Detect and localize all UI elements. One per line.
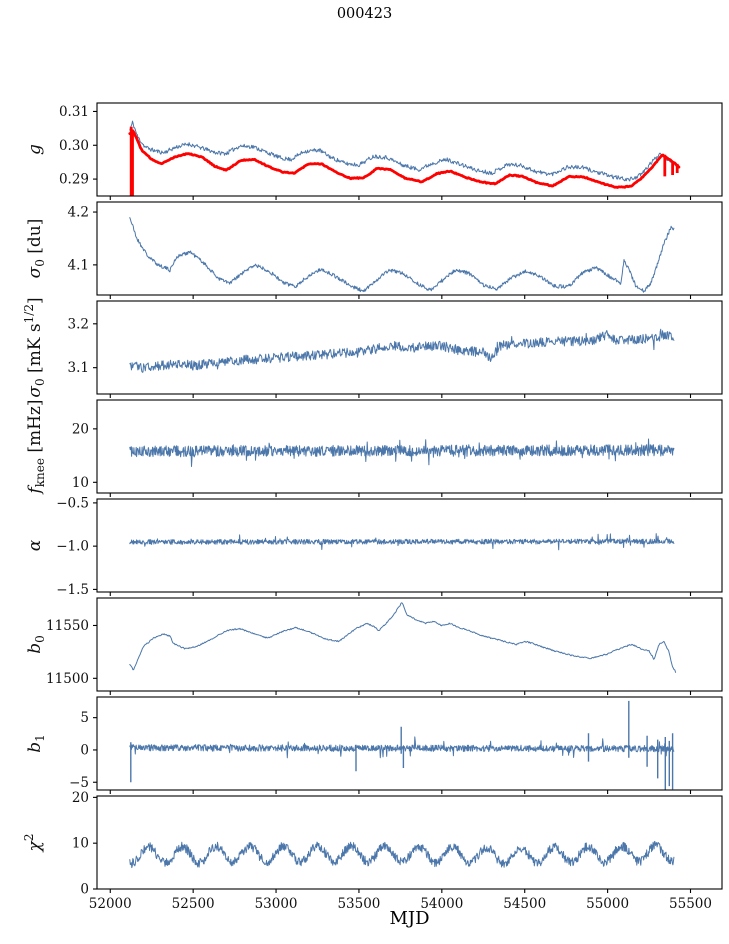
x-tick-label: 54500 bbox=[503, 896, 546, 912]
panel-alpha-series bbox=[129, 533, 675, 551]
y-tick-label: 11500 bbox=[46, 671, 89, 687]
y-tick-label: −5 bbox=[69, 775, 89, 791]
x-tick-label: 53500 bbox=[337, 896, 380, 912]
x-axis-label: MJD bbox=[389, 908, 430, 929]
series-sigma0_du-line bbox=[129, 217, 675, 293]
series-b0-line bbox=[129, 602, 677, 673]
panel-chi2-ylabel: χ2 bbox=[22, 834, 45, 853]
panel-sigma0_mks-series bbox=[129, 328, 675, 373]
series-gain-line bbox=[129, 120, 675, 182]
panel-g-ylabel: g bbox=[25, 144, 45, 155]
y-tick-label: 4.1 bbox=[68, 257, 89, 273]
figure-title: 000423 bbox=[336, 6, 393, 22]
panel-sigma0_mks-frame bbox=[96, 300, 723, 395]
panel-sigma0_du-frame bbox=[96, 201, 723, 296]
panel-b1-series bbox=[129, 700, 675, 790]
panel-sigma0_du-series bbox=[129, 217, 675, 293]
series-model-spikes bbox=[129, 126, 679, 196]
panel-fknee-series bbox=[129, 438, 675, 467]
panel-b1-ylabel: b1 bbox=[25, 734, 47, 753]
panel-sigma0_mks-ylabel: σ0 [mK s1/2] bbox=[22, 297, 47, 397]
panel-b0-frame bbox=[96, 597, 723, 692]
y-tick-label: −1.5 bbox=[56, 582, 89, 598]
panel-chi2-frame bbox=[96, 795, 723, 890]
panel-alpha-ylabel: α bbox=[25, 539, 45, 551]
y-tick-label: 0 bbox=[80, 882, 89, 898]
panel-chi2-series bbox=[129, 840, 675, 869]
panel-fknee-frame bbox=[96, 399, 723, 494]
y-tick-label: 20 bbox=[72, 421, 89, 437]
panel-fknee-ylabel: fknee [mHz] bbox=[25, 399, 47, 495]
series-b1-spikes bbox=[130, 700, 674, 790]
y-tick-label: 10 bbox=[72, 836, 89, 852]
x-tick-label: 53000 bbox=[255, 896, 298, 912]
y-tick-label: 0.31 bbox=[59, 104, 89, 120]
x-tick-label: 52500 bbox=[172, 896, 215, 912]
series-model-line bbox=[128, 129, 681, 189]
panel-sigma0_du-ylabel: σ0 [du] bbox=[25, 219, 47, 279]
x-tick-label: 52000 bbox=[89, 896, 132, 912]
panel-g-series bbox=[128, 120, 681, 196]
series-fknee-line bbox=[129, 438, 675, 467]
y-tick-label: 11550 bbox=[46, 618, 89, 634]
y-tick-label: −0.5 bbox=[56, 495, 89, 511]
y-tick-label: 5 bbox=[80, 710, 89, 726]
panel-b1-frame bbox=[96, 696, 723, 791]
y-tick-label: 0 bbox=[80, 742, 89, 758]
x-tick-label: 55500 bbox=[669, 896, 712, 912]
series-sigma0_mks-line bbox=[129, 328, 675, 373]
panel-b0-series bbox=[129, 602, 677, 673]
series-chi2-line bbox=[129, 840, 675, 869]
y-tick-label: 4.2 bbox=[68, 205, 89, 221]
y-tick-label: 0.29 bbox=[59, 172, 89, 188]
y-tick-label: 10 bbox=[72, 475, 89, 491]
y-tick-label: 3.2 bbox=[68, 316, 89, 332]
panel-alpha-frame bbox=[96, 498, 723, 593]
series-alpha-line bbox=[129, 533, 675, 551]
y-tick-label: 0.30 bbox=[59, 138, 89, 154]
panel-b0-ylabel: b0 bbox=[25, 635, 47, 654]
x-tick-label: 54000 bbox=[420, 896, 463, 912]
panel-g-frame bbox=[96, 102, 723, 197]
y-tick-label: 20 bbox=[72, 790, 89, 806]
y-tick-label: −1.0 bbox=[56, 539, 89, 555]
y-tick-label: 3.1 bbox=[68, 360, 89, 376]
x-tick-label: 55000 bbox=[586, 896, 629, 912]
